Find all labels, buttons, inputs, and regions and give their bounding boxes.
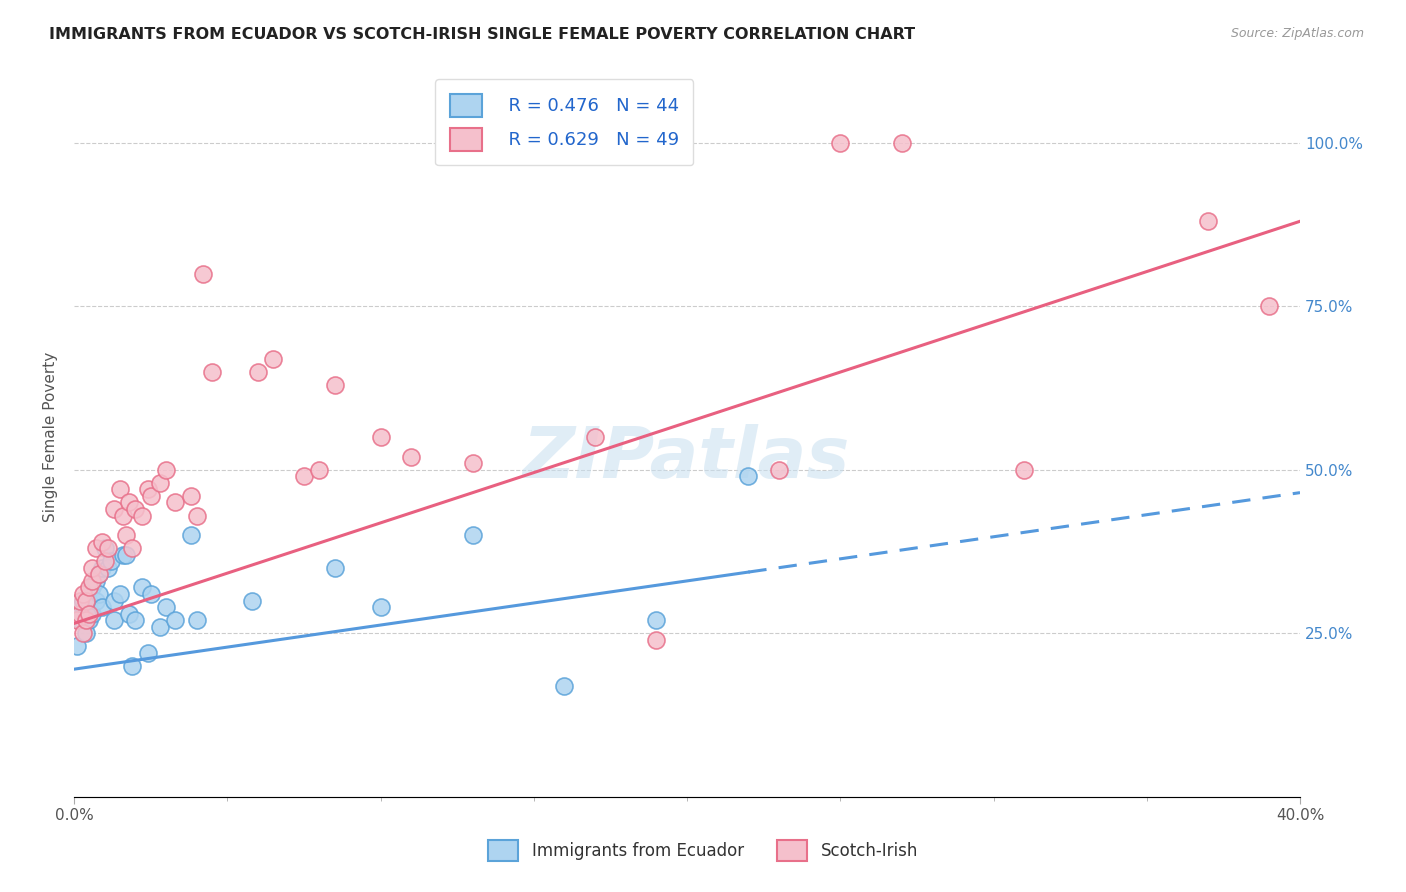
Point [69,593,91,607]
Point [75,593,97,607]
Point [149,475,172,490]
Point [79,607,101,621]
Point [645,613,668,627]
Point [131,508,153,523]
Point [66,613,89,627]
Point [165,613,187,627]
Point [93,541,115,556]
Point [890,136,912,150]
Point [115,528,138,542]
Point [124,613,146,627]
Point [112,508,135,523]
Point [97,561,120,575]
Point [583,430,606,444]
Point [69,600,91,615]
Point [1258,299,1281,313]
Point [292,469,315,483]
Point [737,469,759,483]
Point [124,502,146,516]
Point [66,640,89,654]
Point [79,593,101,607]
Point [121,541,143,556]
Point [72,626,94,640]
Point [323,561,346,575]
Point [139,587,162,601]
Point [830,136,852,150]
Legend:   R = 0.476   N = 44,   R = 0.629   N = 49: R = 0.476 N = 44, R = 0.629 N = 49 [436,79,693,165]
Point [370,430,392,444]
Point [246,365,269,379]
Point [240,593,263,607]
Point [87,587,110,601]
Point [262,351,284,366]
Legend: Immigrants from Ecuador, Scotch-Irish: Immigrants from Ecuador, Scotch-Irish [475,827,931,875]
Point [108,587,131,601]
Point [201,365,224,379]
Point [180,489,202,503]
Point [399,450,422,464]
Point [75,613,97,627]
Point [79,613,101,627]
Point [108,483,131,497]
Point [461,456,484,470]
Point [93,554,115,568]
Point [84,593,107,607]
Point [186,613,208,627]
Point [90,534,112,549]
Point [1197,214,1219,228]
Point [553,679,575,693]
Point [155,600,177,615]
Y-axis label: Single Female Poverty: Single Female Poverty [44,352,58,522]
Point [97,541,120,556]
Point [79,581,101,595]
Point [1012,463,1035,477]
Point [768,463,790,477]
Point [115,548,138,562]
Point [186,508,208,523]
Point [90,561,112,575]
Point [155,463,177,477]
Point [82,574,104,588]
Point [75,607,97,621]
Point [69,607,91,621]
Point [136,483,159,497]
Point [191,267,214,281]
Point [139,489,162,503]
Point [149,620,172,634]
Point [69,613,91,627]
Point [136,646,159,660]
Text: ZIPatlas: ZIPatlas [523,424,851,493]
Text: Source: ZipAtlas.com: Source: ZipAtlas.com [1230,27,1364,40]
Point [112,548,135,562]
Point [131,581,153,595]
Point [79,600,101,615]
Point [165,495,187,509]
Point [323,377,346,392]
Point [87,567,110,582]
Point [82,581,104,595]
Point [103,593,125,607]
Point [645,632,668,647]
Point [100,554,122,568]
Point [84,541,107,556]
Point [118,495,141,509]
Point [118,607,141,621]
Point [87,567,110,582]
Point [82,561,104,575]
Point [72,593,94,607]
Point [461,528,484,542]
Point [84,574,107,588]
Point [72,587,94,601]
Point [308,463,330,477]
Text: IMMIGRANTS FROM ECUADOR VS SCOTCH-IRISH SINGLE FEMALE POVERTY CORRELATION CHART: IMMIGRANTS FROM ECUADOR VS SCOTCH-IRISH … [49,27,915,42]
Point [90,600,112,615]
Point [72,607,94,621]
Point [103,502,125,516]
Point [82,607,104,621]
Point [75,626,97,640]
Point [121,659,143,673]
Point [180,528,202,542]
Point [103,613,125,627]
Point [370,600,392,615]
